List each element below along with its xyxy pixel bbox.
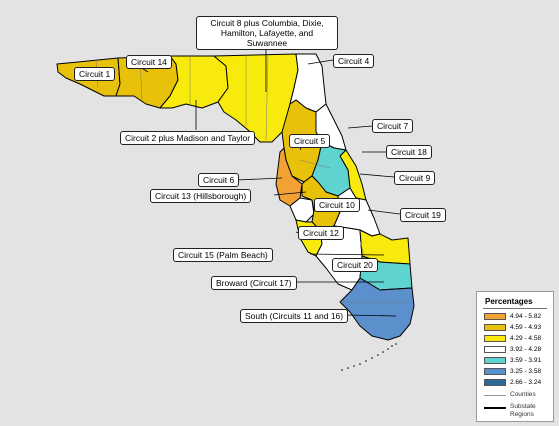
legend-swatch-6	[484, 368, 506, 375]
label-circuit-18: Circuit 18	[386, 145, 432, 159]
legend-counties-label: Counties	[510, 391, 536, 399]
legend-swatch-2	[484, 324, 506, 331]
label-circuit-19: Circuit 19	[400, 208, 446, 222]
label-circuit-1: Circuit 1	[74, 67, 115, 81]
label-circuit-12: Circuit 12	[298, 226, 344, 240]
label-circuit-15: Circuit 15 (Palm Beach)	[173, 248, 273, 262]
legend-range-4: 3.92 - 4.28	[510, 346, 541, 354]
label-circuit-4: Circuit 4	[333, 54, 374, 68]
legend-counties-line	[484, 395, 506, 396]
legend: Percentages 4.94 - 5.82 4.59 - 4.93 4.29…	[476, 291, 554, 422]
legend-range-6: 3.25 - 3.58	[510, 368, 541, 376]
legend-swatch-4	[484, 346, 506, 353]
legend-swatch-1	[484, 313, 506, 320]
legend-range-5: 3.59 - 3.91	[510, 357, 541, 365]
label-circuit-6: Circuit 6	[198, 173, 239, 187]
legend-range-7: 2.66 - 3.24	[510, 379, 541, 387]
label-circuit-7: Circuit 7	[372, 119, 413, 133]
legend-swatch-3	[484, 335, 506, 342]
label-circuit-2: Circuit 2 plus Madison and Taylor	[120, 131, 255, 145]
legend-range-3: 4.29 - 4.58	[510, 335, 541, 343]
label-circuit-20: Circuit 20	[332, 258, 378, 272]
label-circuit-13: Circuit 13 (Hillsborough)	[150, 189, 251, 203]
legend-regions-label: Substate Regions	[510, 403, 550, 419]
legend-title: Percentages	[485, 297, 533, 306]
legend-divider	[483, 308, 547, 309]
legend-regions-line	[484, 407, 506, 409]
label-circuit-5: Circuit 5	[289, 134, 330, 148]
legend-swatch-5	[484, 357, 506, 364]
legend-range-2: 4.59 - 4.93	[510, 324, 541, 332]
label-circuit-9: Circuit 9	[394, 171, 435, 185]
label-circuit-8: Circuit 8 plus Columbia, Dixie, Hamilton…	[196, 16, 338, 50]
label-south: South (Circuits 11 and 16)	[240, 309, 348, 323]
label-circuit-17: Broward (Circuit 17)	[211, 276, 297, 290]
legend-swatch-7	[484, 379, 506, 386]
legend-range-1: 4.94 - 5.82	[510, 313, 541, 321]
label-circuit-10: Circuit 10	[314, 198, 360, 212]
label-circuit-14: Circuit 14	[126, 55, 172, 69]
florida-keys	[341, 343, 397, 371]
